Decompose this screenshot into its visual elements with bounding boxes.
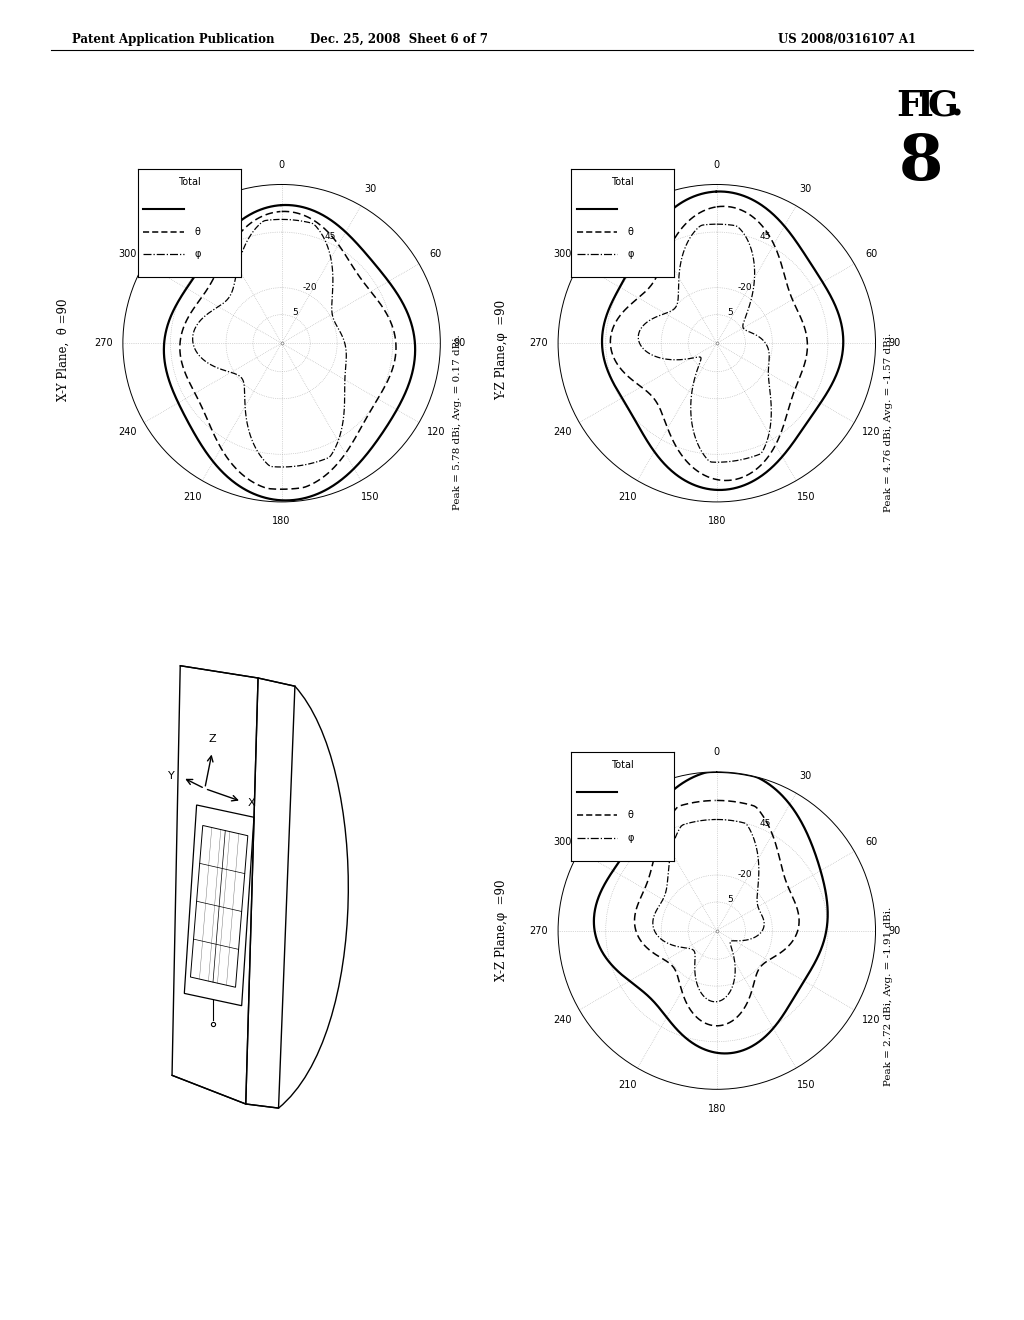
Text: Y: Y xyxy=(168,771,174,780)
Text: θ: θ xyxy=(195,227,201,236)
Text: X: X xyxy=(248,799,255,808)
Text: Y-Z Plane,φ  =90: Y-Z Plane,φ =90 xyxy=(496,300,508,400)
Text: G: G xyxy=(928,88,958,123)
Text: Total: Total xyxy=(178,177,201,187)
Text: 8: 8 xyxy=(899,132,943,193)
Text: θ: θ xyxy=(628,227,634,236)
Text: Z: Z xyxy=(208,734,216,743)
Text: φ: φ xyxy=(195,249,201,260)
Text: X-Z Plane,φ  =90: X-Z Plane,φ =90 xyxy=(496,880,508,981)
Text: Total: Total xyxy=(611,177,634,187)
Text: I: I xyxy=(916,88,933,123)
Text: Peak = 5.78 dBi, Avg. = 0.17 dBi.: Peak = 5.78 dBi, Avg. = 0.17 dBi. xyxy=(454,334,462,511)
Text: X-Y Plane,  θ =90: X-Y Plane, θ =90 xyxy=(57,298,70,401)
Text: US 2008/0316107 A1: US 2008/0316107 A1 xyxy=(778,33,916,46)
Text: Dec. 25, 2008  Sheet 6 of 7: Dec. 25, 2008 Sheet 6 of 7 xyxy=(310,33,488,46)
Text: φ: φ xyxy=(628,833,634,843)
Text: Peak = 4.76 dBi, Avg. = -1.57 dBi.: Peak = 4.76 dBi, Avg. = -1.57 dBi. xyxy=(885,333,893,512)
Text: Peak = 2.72 dBi, Avg. = -1.91 dBi.: Peak = 2.72 dBi, Avg. = -1.91 dBi. xyxy=(885,907,893,1086)
Text: φ: φ xyxy=(628,249,634,260)
Text: .: . xyxy=(950,88,963,123)
Text: θ: θ xyxy=(628,810,634,820)
Text: Total: Total xyxy=(611,760,634,771)
Text: F: F xyxy=(896,88,922,123)
Text: Patent Application Publication: Patent Application Publication xyxy=(72,33,274,46)
